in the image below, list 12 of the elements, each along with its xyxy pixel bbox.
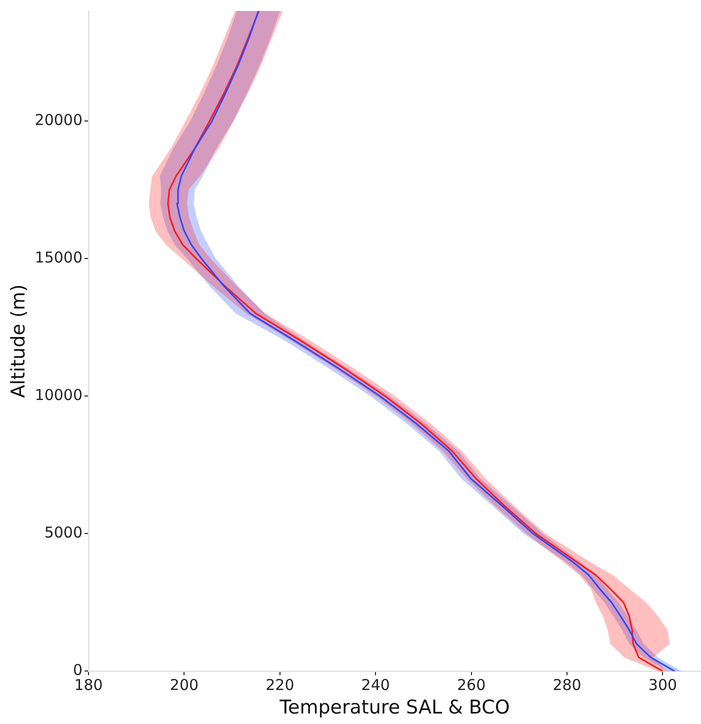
x-tick-label: 220 [266,676,294,694]
x-tick-label: 300 [648,676,678,694]
y-axis-title: Altitude (m) [7,284,30,398]
y-tick-label: 5000 [44,524,83,542]
y-tick-label: 20000 [34,110,83,129]
x-tick-label: 200 [170,676,199,694]
y-tick-label: 10000 [34,386,83,404]
x-tick-label: 260 [457,676,486,694]
x-tick-label: 280 [552,676,582,694]
x-tick-label: 240 [361,676,390,694]
x-axis-title: Temperature SAL & BCO [278,696,510,719]
y-tick-label: 15000 [34,248,83,266]
